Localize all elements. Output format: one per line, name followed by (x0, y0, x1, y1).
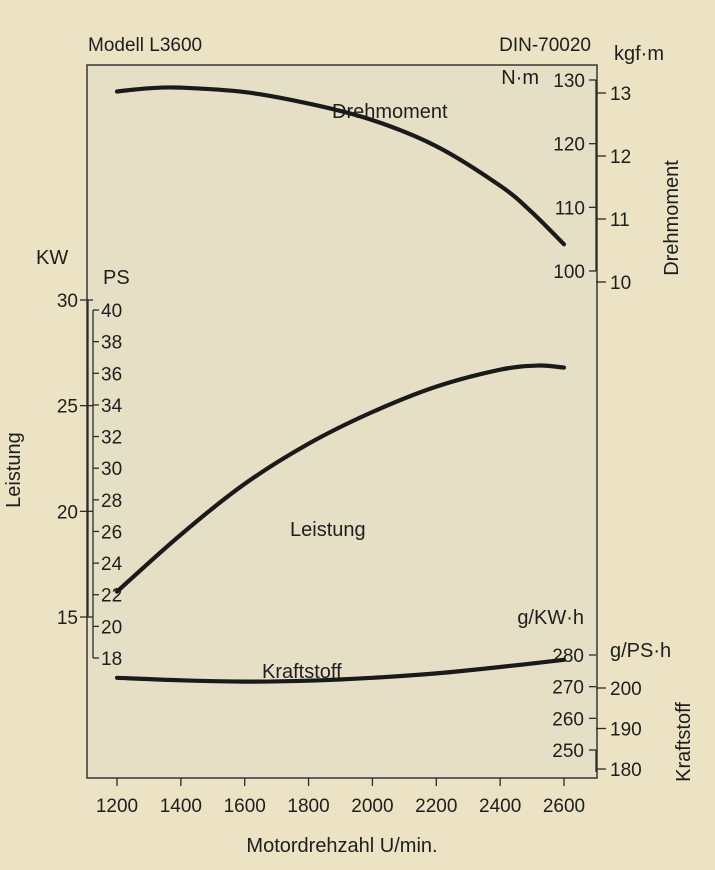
axes-layer: 1200 1400 1600 1800 2000 2200 2400 2600 15 20 25 30… (57, 71, 642, 817)
x-axis-label: Motordrehzahl U/min. (246, 835, 437, 857)
ps-tick-label: 36 (101, 364, 122, 385)
x-tick-label: 1200 (96, 796, 138, 817)
x-tick-label: 2000 (351, 796, 393, 817)
ps-tick-label: 18 (101, 649, 122, 670)
gpsh-tick-label: 190 (610, 720, 642, 741)
x-tick-label: 1600 (224, 796, 266, 817)
ps-tick-label: 40 (101, 301, 122, 322)
gkwh-tick-label: 260 (552, 709, 584, 730)
kw-tick-label: 30 (57, 291, 78, 312)
ps-tick-label: 38 (101, 333, 122, 354)
ps-unit-label: PS (103, 267, 130, 289)
kw-tick-label: 20 (57, 502, 78, 523)
kgfm-unit-label: kgf·m (614, 43, 664, 65)
series-label-kraftstoff: Kraftstoff (262, 661, 342, 683)
x-tick-label: 2400 (479, 796, 521, 817)
gkwh-tick-label: 250 (552, 741, 584, 762)
gkwh-unit-label: g/KW·h (517, 607, 584, 629)
gkwh-tick-label: 280 (552, 646, 584, 667)
leistung-curve (114, 363, 567, 594)
kgfm-tick-label: 12 (610, 147, 631, 168)
x-tick-label: 1400 (160, 796, 202, 817)
curves-layer (114, 85, 567, 684)
drehmoment-axis-title: Drehmoment (661, 160, 683, 276)
kgfm-tick-label: 11 (610, 210, 630, 231)
leistung-axis-title: Leistung (3, 432, 25, 508)
kraftstoff-axis-title: Kraftstoff (673, 702, 695, 782)
ps-tick-label: 20 (101, 617, 122, 638)
x-tick-label: 2600 (543, 796, 585, 817)
chart-title-right: DIN-70020 (499, 35, 591, 56)
nm-tick-label: 120 (553, 135, 585, 156)
nm-tick-label: 110 (555, 198, 585, 219)
chart-title-left: Modell L3600 (88, 35, 202, 56)
ps-tick-label: 28 (101, 491, 122, 512)
kw-tick-label: 15 (57, 608, 78, 629)
kw-tick-label: 25 (57, 397, 78, 418)
nm-tick-label: 100 (553, 262, 585, 283)
kgfm-tick-label: 13 (610, 84, 631, 105)
drehmoment-curve (114, 85, 567, 247)
gkwh-tick-label: 270 (552, 678, 584, 699)
x-tick-label: 2200 (415, 796, 457, 817)
kw-unit-label: KW (36, 247, 68, 269)
gpsh-unit-label: g/PS·h (610, 640, 671, 662)
plot-area (86, 64, 598, 779)
nm-unit-label: N·m (501, 67, 539, 89)
nm-tick-label: 130 (553, 71, 585, 92)
ps-tick-label: 34 (101, 396, 123, 417)
ps-tick-label: 24 (101, 554, 123, 575)
x-tick-label: 1800 (287, 796, 329, 817)
kgfm-tick-label: 10 (610, 273, 631, 294)
kraftstoff-curve (114, 657, 567, 684)
series-label-leistung: Leistung (290, 519, 366, 541)
gpsh-tick-label: 200 (610, 679, 642, 700)
gpsh-tick-label: 180 (610, 760, 642, 781)
ps-tick-label: 26 (101, 522, 122, 543)
ps-tick-label: 30 (101, 459, 122, 480)
ps-tick-label: 32 (101, 428, 122, 449)
